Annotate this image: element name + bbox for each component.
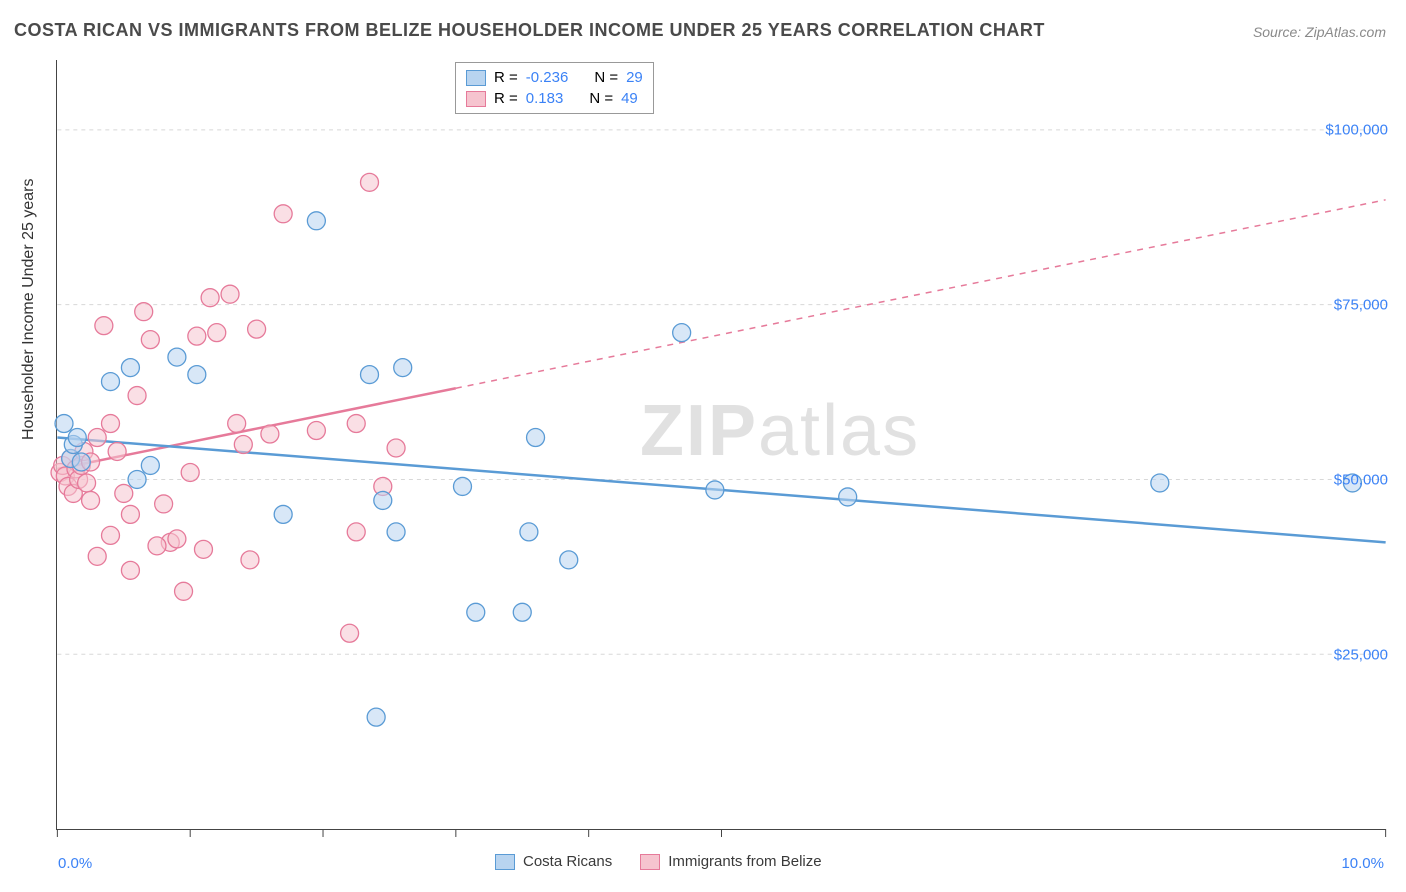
y-tick-label: $25,000 [1334, 647, 1388, 664]
legend-n-label: N = [594, 69, 618, 86]
plot-area [56, 60, 1386, 830]
correlation-legend: R = -0.236 N = 29 R = 0.183 N = 49 [455, 62, 654, 114]
legend-label-1: Costa Ricans [523, 853, 612, 870]
legend-r-label: R = [494, 69, 518, 86]
y-tick-label: $100,000 [1325, 122, 1388, 139]
legend-n-value-1: 29 [626, 69, 643, 86]
legend-item-2: Immigrants from Belize [640, 853, 821, 870]
legend-row-series-1: R = -0.236 N = 29 [466, 67, 643, 88]
series-legend: Costa Ricans Immigrants from Belize [495, 853, 822, 870]
y-tick-label: $75,000 [1334, 297, 1388, 314]
source-attribution: Source: ZipAtlas.com [1253, 24, 1386, 40]
swatch-series-2 [466, 91, 486, 107]
legend-r-value-2: 0.183 [526, 90, 564, 107]
legend-n-value-2: 49 [621, 90, 638, 107]
swatch-series-1 [466, 70, 486, 86]
legend-label-2: Immigrants from Belize [668, 853, 821, 870]
x-axis-max-label: 10.0% [1341, 855, 1384, 872]
legend-r-value-1: -0.236 [526, 69, 569, 86]
x-axis-min-label: 0.0% [58, 855, 92, 872]
legend-row-series-2: R = 0.183 N = 49 [466, 88, 643, 109]
swatch-bottom-2 [640, 854, 660, 870]
legend-n-label: N = [589, 90, 613, 107]
chart-container: COSTA RICAN VS IMMIGRANTS FROM BELIZE HO… [0, 0, 1406, 892]
legend-r-label: R = [494, 90, 518, 107]
y-axis-label: Householder Income Under 25 years [20, 179, 38, 440]
swatch-bottom-1 [495, 854, 515, 870]
plot-svg [57, 60, 1386, 829]
y-tick-label: $50,000 [1334, 472, 1388, 489]
chart-title: COSTA RICAN VS IMMIGRANTS FROM BELIZE HO… [14, 20, 1045, 41]
legend-item-1: Costa Ricans [495, 853, 612, 870]
